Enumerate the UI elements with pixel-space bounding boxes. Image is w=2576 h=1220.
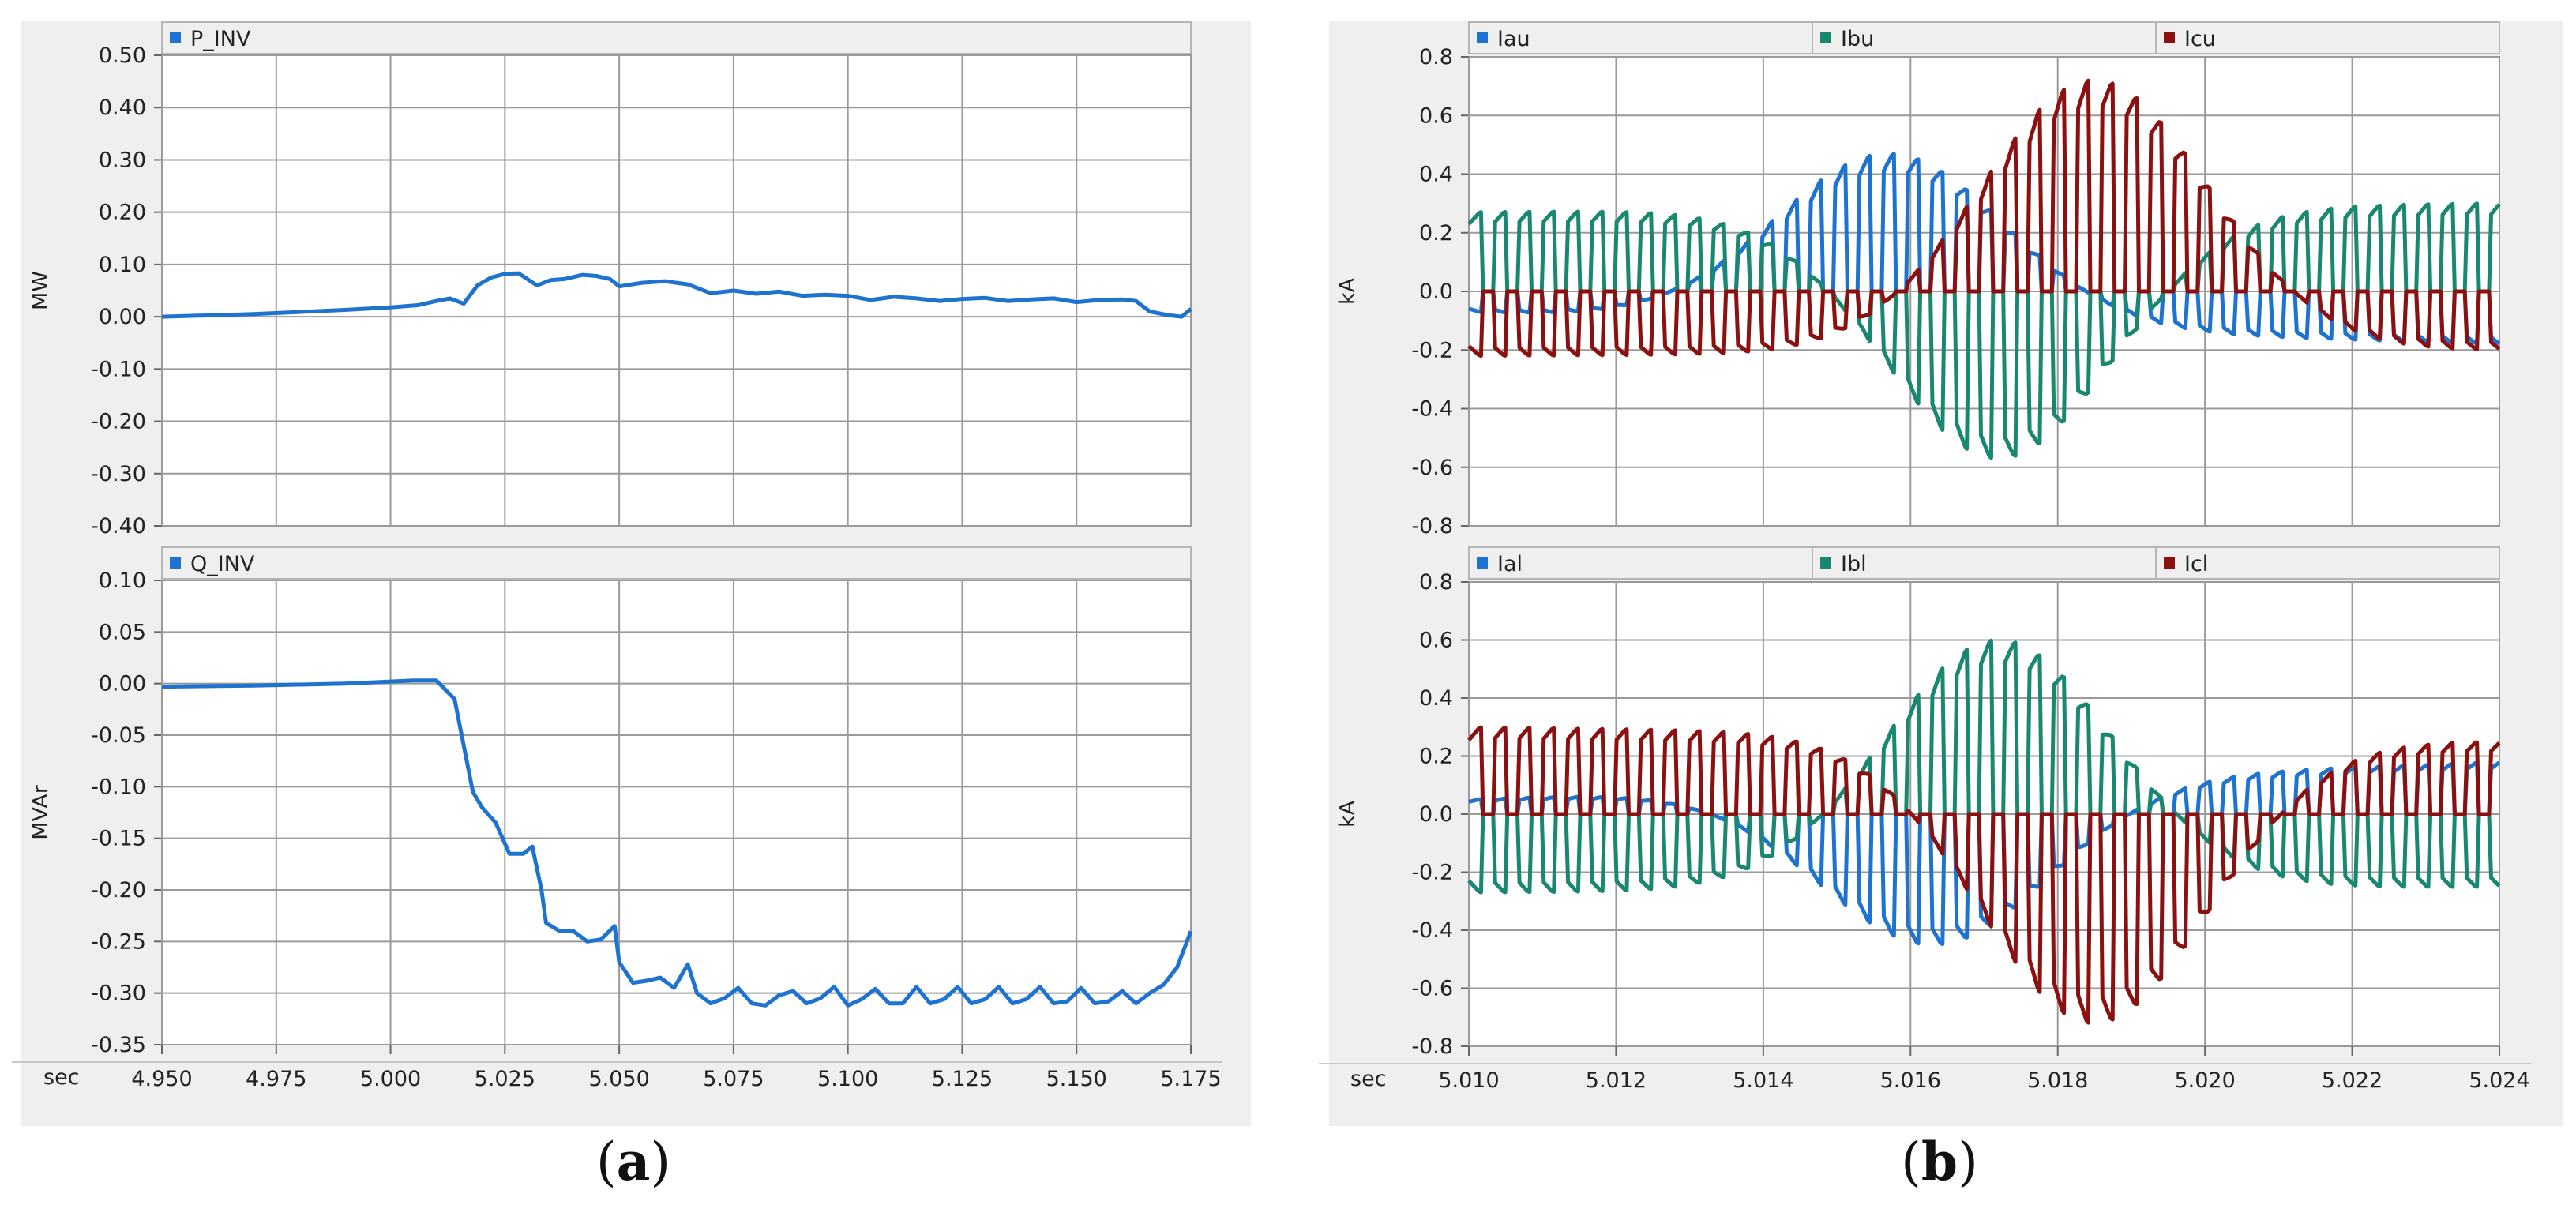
x-tick-label: 5.000: [360, 1067, 421, 1091]
legend-label[interactable]: Icu: [2184, 27, 2216, 51]
y-tick-label: 0.10: [99, 569, 146, 593]
y-tick-label: 0.8: [1419, 45, 1453, 69]
chart-upper_currents: Iau Ibu Icu 0.8 0.6 0.4 0.2 0.0 -0.2 -0.4 -0.6 -0.8…: [1335, 21, 2501, 539]
y-tick-label: -0.35: [91, 1033, 146, 1057]
x-axis-label: sec: [43, 1065, 80, 1090]
y-tick-label: -0.20: [91, 410, 146, 434]
x-tick-label: 5.150: [1046, 1067, 1107, 1091]
x-tick-label: 5.022: [2322, 1068, 2383, 1093]
x-tick-label: 5.010: [1438, 1068, 1499, 1093]
legend-label[interactable]: Iau: [1497, 27, 1530, 51]
y-tick-label: 0.00: [99, 305, 146, 329]
legend-swatch: [1477, 557, 1488, 569]
legend-label[interactable]: Ibl: [1841, 552, 1867, 576]
y-tick-label: -0.05: [91, 723, 146, 748]
legend-bar: [1468, 546, 2500, 580]
x-tick-label: 5.020: [2174, 1068, 2235, 1093]
legend-swatch: [2164, 32, 2175, 43]
y-tick-label: 0.00: [99, 672, 146, 696]
caption-b-letter: b: [1921, 1131, 1958, 1192]
y-tick-label: 0.40: [99, 96, 146, 120]
y-tick-label: 0.10: [99, 253, 146, 277]
chart-lower_currents: Ial Ibl Icl 0.8 0.6 0.4 0.2 0.0 -0.2 -0.4 -0.6 -0.8…: [1319, 546, 2531, 1093]
x-tick-label: 5.100: [817, 1067, 878, 1091]
legend-swatch: [1820, 32, 1831, 43]
x-tick-label: 5.014: [1733, 1068, 1793, 1093]
x-tick-label: 5.050: [588, 1067, 649, 1091]
y-axis-label: kA: [1335, 277, 1360, 305]
y-tick-label: -0.10: [91, 775, 146, 799]
y-tick-label: 0.6: [1419, 103, 1453, 128]
legend-bar: [161, 546, 1192, 580]
x-tick-label: 5.012: [1586, 1068, 1647, 1093]
y-tick-label: -0.10: [91, 357, 146, 381]
x-tick-label: 5.024: [2469, 1068, 2529, 1093]
legend-label[interactable]: Ibu: [1841, 27, 1874, 51]
x-tick-label: 4.950: [131, 1067, 192, 1091]
x-tick-label: 5.075: [703, 1067, 764, 1091]
y-tick-label: -0.30: [91, 462, 146, 486]
y-tick-label: 0.4: [1419, 163, 1453, 187]
legend-label[interactable]: Icl: [2184, 552, 2208, 576]
x-tick-label: 5.025: [475, 1067, 535, 1091]
x-tick-label: 5.125: [932, 1067, 993, 1091]
chart-p_inv: P_INV 0.50 0.40 0.30 0.20 0.10 0.00 -0.10 -0.20 -…: [28, 21, 1192, 539]
legend-swatch: [2164, 557, 2175, 569]
series-line-ibl: [1467, 638, 2501, 895]
y-tick-label: -0.15: [91, 827, 146, 851]
legend-swatch: [1477, 32, 1488, 43]
y-axis-label: MW: [28, 271, 53, 310]
x-tick-label: 5.018: [2027, 1068, 2088, 1093]
y-tick-label: -0.2: [1411, 861, 1453, 885]
caption-a-letter: a: [616, 1131, 651, 1192]
y-tick-label: 0.0: [1419, 280, 1453, 304]
y-tick-label: 0.0: [1419, 802, 1453, 827]
legend-swatch: [170, 32, 181, 43]
plot-area: [161, 54, 1192, 527]
series-line-icu: [1467, 78, 2501, 358]
y-tick-label: 0.05: [99, 620, 146, 644]
legend-bar: [1468, 21, 2500, 54]
series-line-p-inv: [161, 271, 1192, 319]
y-tick-label: -0.40: [91, 514, 146, 539]
y-tick-label: -0.20: [91, 878, 146, 903]
plot-area: [161, 580, 1192, 1045]
y-tick-label: -0.8: [1411, 514, 1453, 539]
legend-swatch: [170, 557, 181, 569]
y-tick-label: -0.2: [1411, 338, 1453, 362]
series-line-icl: [1467, 725, 2501, 1025]
legend-label[interactable]: Ial: [1497, 552, 1523, 576]
y-tick-label: 0.50: [99, 43, 146, 68]
legend-label[interactable]: Q_INV: [190, 552, 255, 576]
y-axis-label: MVAr: [28, 784, 53, 840]
y-tick-label: -0.30: [91, 982, 146, 1006]
y-tick-label: -0.25: [91, 929, 146, 954]
y-axis-label: kA: [1335, 800, 1360, 828]
legend-bar: [161, 21, 1192, 54]
legend-label[interactable]: P_INV: [190, 27, 251, 51]
series-line-q-inv: [161, 678, 1193, 1008]
x-tick-label: 5.016: [1880, 1068, 1941, 1093]
x-axis-label: sec: [1350, 1067, 1387, 1091]
y-tick-label: 0.20: [99, 201, 146, 225]
y-tick-label: 0.8: [1419, 570, 1453, 595]
chart-q_inv: Q_INV 0.10 0.05 0.00 -0.05 -0.10 -0.15 -0.20 -0.…: [12, 546, 1222, 1091]
y-tick-label: -0.4: [1411, 918, 1453, 943]
y-tick-label: 0.30: [99, 148, 146, 172]
y-tick-label: 0.4: [1419, 686, 1453, 711]
legend-swatch: [1820, 557, 1831, 569]
y-tick-label: -0.4: [1411, 397, 1453, 422]
caption-a: (a): [595, 1131, 671, 1192]
x-tick-label: 5.175: [1160, 1067, 1221, 1091]
series-line-ibu: [1467, 201, 2501, 460]
figure-canvas: P_INV 0.50 0.40 0.30 0.20 0.10 0.00 -0.10 -0.20 -…: [12, 21, 2531, 1093]
y-tick-label: 0.6: [1419, 629, 1453, 653]
caption-b: (b): [1901, 1131, 1978, 1192]
x-tick-label: 4.975: [246, 1067, 306, 1091]
y-tick-label: -0.6: [1411, 456, 1453, 480]
y-tick-label: -0.8: [1411, 1034, 1453, 1059]
y-tick-label: -0.6: [1411, 977, 1453, 1001]
y-tick-label: 0.2: [1419, 745, 1453, 769]
y-tick-label: 0.2: [1419, 221, 1453, 246]
